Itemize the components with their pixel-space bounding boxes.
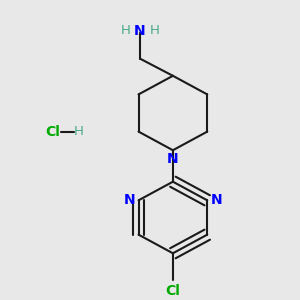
Text: H: H (149, 24, 159, 37)
Text: H: H (121, 24, 130, 37)
Text: Cl: Cl (166, 284, 180, 298)
Text: N: N (211, 193, 222, 207)
Text: N: N (167, 152, 179, 166)
Text: N: N (134, 24, 146, 38)
Text: N: N (124, 193, 135, 207)
Text: Cl: Cl (45, 124, 60, 139)
Text: H: H (74, 125, 83, 138)
